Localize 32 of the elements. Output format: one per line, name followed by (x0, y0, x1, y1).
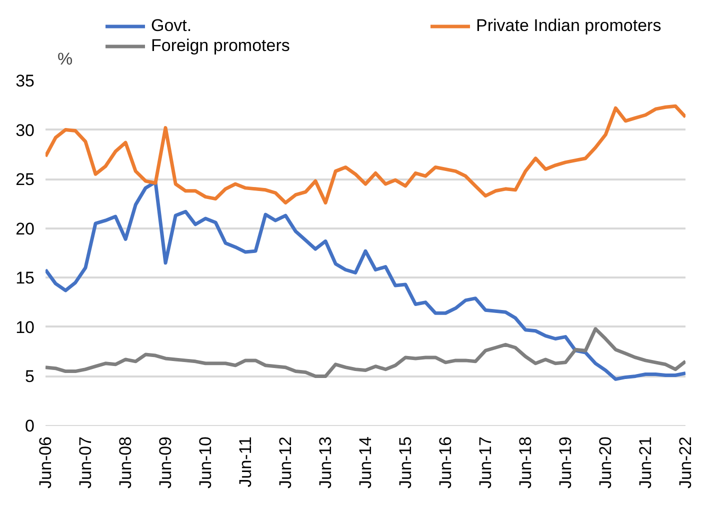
x-tick-label: Jun-15 (396, 436, 415, 488)
x-tick-label: Jun-20 (596, 436, 616, 488)
line-series (46, 180, 686, 381)
x-tick-label: Jun-12 (276, 436, 296, 488)
x-tick-label: Jun-22 (676, 436, 695, 488)
y-tick-label: 5 (25, 367, 35, 386)
x-tick-label: Jun-13 (316, 436, 336, 488)
x-tick-label: Jun-14 (356, 436, 375, 488)
legend-label: Foreign promoters (151, 36, 291, 56)
x-tick-label: Jun-06 (36, 436, 55, 488)
x-tick-label: Jun-18 (516, 436, 535, 488)
x-tick-label: Jun-10 (196, 436, 215, 488)
y-tick-label: 10 (16, 318, 35, 337)
y-axis-title: % (58, 50, 73, 68)
y-tick-label: 0 (25, 416, 35, 436)
x-tick-label: Jun-08 (116, 436, 136, 488)
line-series (46, 327, 686, 378)
x-tick-label: Jun-21 (636, 436, 656, 488)
x-tick-label: Jun-16 (436, 436, 456, 488)
x-tick-label: Jun-11 (236, 436, 255, 488)
x-tick-label: Jun-09 (156, 436, 176, 488)
legend-label: Private Indian promoters (476, 16, 662, 36)
y-tick-label: 20 (16, 219, 35, 238)
x-tick-label: Jun-17 (476, 436, 496, 488)
legend-label: Govt. (151, 16, 193, 36)
x-tick-label: Jun-19 (556, 436, 575, 488)
y-tick-label: 15 (16, 268, 35, 288)
line-series (46, 104, 686, 204)
y-tick-label: 30 (16, 120, 35, 140)
y-tick-label: 35 (16, 72, 35, 90)
x-tick-label: Jun-07 (76, 436, 95, 488)
y-tick-label: 25 (16, 170, 35, 190)
